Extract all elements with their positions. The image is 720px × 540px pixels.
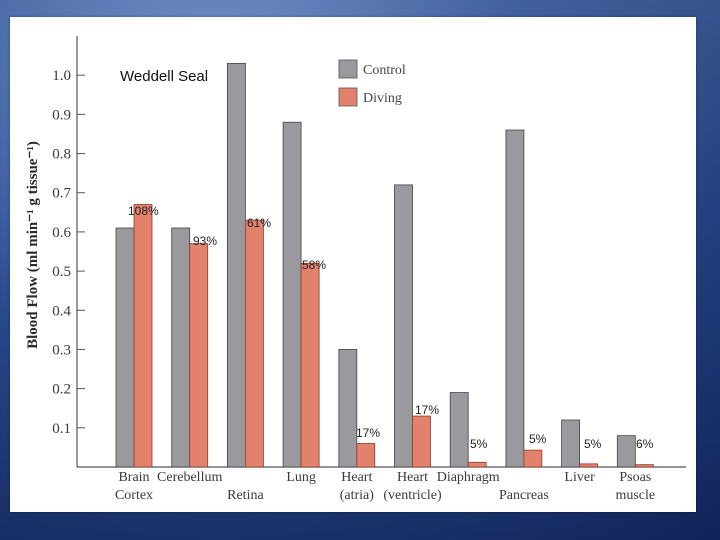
control-bar xyxy=(561,419,580,468)
y-tick-label: 0.4 xyxy=(52,303,71,319)
legend-label: Control xyxy=(363,63,406,78)
control-bar xyxy=(616,435,636,468)
chart-legend: Control Diving xyxy=(338,59,406,107)
percent-label: 5% xyxy=(470,437,488,451)
control-bar xyxy=(505,129,525,468)
percent-label: 93% xyxy=(193,234,217,248)
control-bar xyxy=(171,227,191,468)
percent-label: 6% xyxy=(636,437,654,451)
diving-bar xyxy=(523,449,543,468)
diving-bar xyxy=(244,219,264,468)
control-bar xyxy=(394,184,413,468)
percent-label: 17% xyxy=(415,403,439,417)
category-label: Cortex xyxy=(115,488,153,503)
diving-bar xyxy=(356,443,376,468)
chart-title: Weddell Seal xyxy=(120,68,208,85)
control-bar xyxy=(282,121,302,468)
diving-bar xyxy=(189,243,209,468)
category-label: Heart xyxy=(341,470,372,485)
y-tick-label: 0.2 xyxy=(52,382,71,398)
y-tick-label: 0.7 xyxy=(52,186,71,202)
diving-bar xyxy=(467,461,487,468)
category-label: (atria) xyxy=(340,488,375,503)
y-tick-label: 0.5 xyxy=(52,264,71,280)
chart-labels: Brain Cortex Cerebellum Retina Lung Heart (atr… xyxy=(115,204,655,503)
diving-bar xyxy=(133,204,153,468)
y-tick-label: 0.9 xyxy=(52,107,71,123)
percent-label: 61% xyxy=(247,216,271,230)
y-tick-label: 0.6 xyxy=(52,225,71,241)
y-tick-label: 0.3 xyxy=(52,342,71,358)
diving-bar xyxy=(634,464,654,468)
y-axis-label: Blood Flow (ml min⁻¹ g tissue⁻¹) xyxy=(25,141,41,349)
category-label: Diaphragm xyxy=(437,470,500,485)
category-label: Brain xyxy=(118,470,149,485)
category-label: Liver xyxy=(564,470,595,485)
percent-label: 5% xyxy=(584,437,602,451)
category-label: (ventricle) xyxy=(383,488,442,503)
legend-label: Diving xyxy=(363,91,402,106)
category-label: Pancreas xyxy=(499,488,549,503)
diving-bar xyxy=(412,415,431,468)
y-tick-label: 0.8 xyxy=(52,147,71,163)
percent-label: 17% xyxy=(356,426,380,440)
category-label: Heart xyxy=(397,470,428,485)
control-bar xyxy=(226,63,246,468)
legend-swatch xyxy=(338,87,358,107)
category-label: Cerebellum xyxy=(157,470,222,485)
percent-label: 108% xyxy=(128,204,159,218)
category-label: Retina xyxy=(227,488,264,503)
category-label: Lung xyxy=(286,470,316,485)
control-bar xyxy=(338,349,358,468)
percent-label: 5% xyxy=(529,432,547,446)
y-tick-label: 0.1 xyxy=(52,421,71,437)
chart-bars xyxy=(115,63,654,468)
category-label: muscle xyxy=(615,488,655,503)
control-bar xyxy=(115,227,135,468)
diving-bar xyxy=(300,262,320,468)
legend-swatch xyxy=(338,59,358,79)
category-label: Psoas xyxy=(619,470,651,485)
percent-label: 58% xyxy=(302,258,326,272)
diving-bar xyxy=(579,463,598,468)
control-bar xyxy=(449,392,469,468)
y-tick-label: 1.0 xyxy=(52,68,71,84)
chart-axes: 0.1 0.2 0.3 0.4 0.5 0.6 0.7 0.8 0.9 1.0 xyxy=(52,36,686,468)
